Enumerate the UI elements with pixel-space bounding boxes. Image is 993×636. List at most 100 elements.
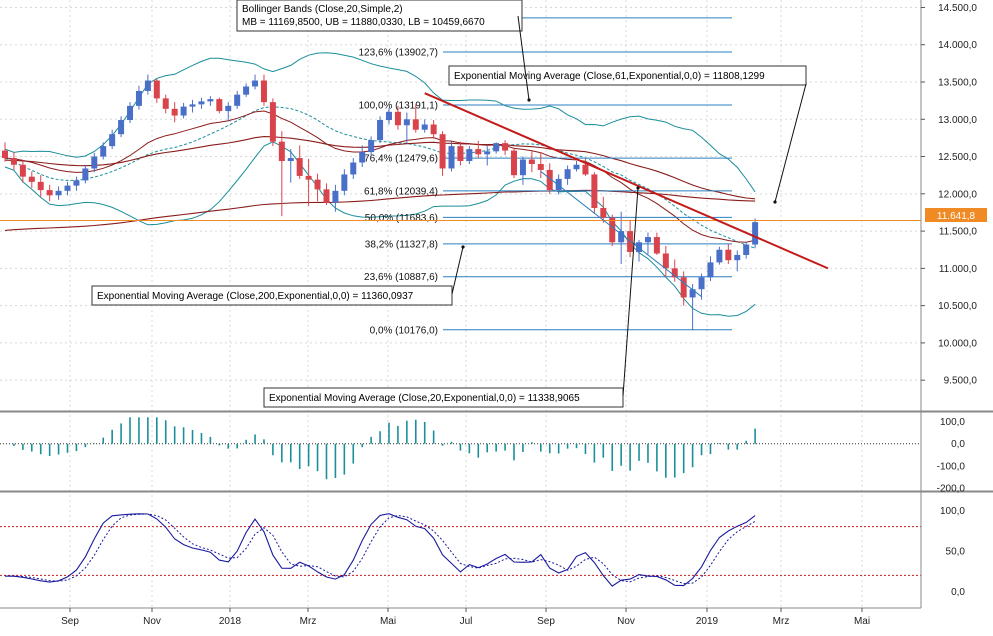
ema61-connector-dot bbox=[773, 200, 777, 204]
candle-body bbox=[243, 86, 250, 95]
candle-body bbox=[662, 253, 669, 269]
fib-level-label: 23,6% (10887,6) bbox=[364, 272, 438, 283]
x-tick-label: Mrz bbox=[300, 616, 317, 627]
panel-frame bbox=[0, 414, 921, 490]
candle-body bbox=[707, 262, 714, 278]
candle-body bbox=[519, 159, 526, 176]
stochastic-k-line bbox=[4, 513, 756, 587]
candle-body bbox=[189, 104, 196, 107]
oscillator-panel bbox=[0, 417, 921, 480]
price-tick-label: 13.000,0 bbox=[938, 115, 977, 126]
fib-level-label: 0,0% (10176,0) bbox=[370, 325, 438, 336]
price-tick-label: 14.500,0 bbox=[938, 3, 977, 14]
candle-body bbox=[403, 119, 410, 126]
candle-body bbox=[591, 174, 598, 208]
price-tick-label: 14.000,0 bbox=[938, 40, 977, 51]
price-tick-label: 12.000,0 bbox=[938, 189, 977, 200]
ema61-connector bbox=[774, 83, 807, 203]
candle-body bbox=[752, 222, 759, 245]
price-tick-label: 12.500,0 bbox=[938, 152, 977, 163]
candle-body bbox=[618, 231, 625, 243]
ema20-annotation-box[interactable] bbox=[263, 387, 624, 408]
ema20-connector bbox=[622, 187, 639, 397]
candle-body bbox=[10, 158, 17, 165]
candle-body bbox=[91, 156, 98, 169]
annotations: Bollinger Bands (Close,20,Simple,2) MB =… bbox=[91, 0, 807, 408]
ema20-annotation-text: Exponential Moving Average (Close,20,Exp… bbox=[269, 393, 580, 404]
candle-body bbox=[546, 169, 553, 191]
price-tick-label: 10.000,0 bbox=[938, 338, 977, 349]
candle-body bbox=[689, 289, 696, 298]
price-tick-label: 11.000,0 bbox=[939, 264, 978, 275]
ema61-line bbox=[4, 136, 756, 200]
bollinger-annotation-box[interactable] bbox=[236, 0, 523, 32]
candle-body bbox=[484, 151, 491, 155]
price-tick-label: 11.500,0 bbox=[939, 227, 978, 238]
stochastic-tick-label: 50,0 bbox=[946, 547, 966, 558]
candle-body bbox=[162, 98, 169, 109]
price-tick-label: 9.500,0 bbox=[944, 376, 978, 387]
x-tick-label: 2019 bbox=[696, 616, 719, 627]
ema200-connector-dot bbox=[461, 245, 465, 249]
candle-body bbox=[82, 168, 89, 181]
support-channel-line bbox=[540, 171, 702, 298]
candle-body bbox=[278, 141, 285, 162]
ema200-annotation-box[interactable] bbox=[91, 285, 453, 306]
bollinger-connector bbox=[517, 15, 530, 101]
x-tick-label: Mai bbox=[380, 616, 396, 627]
candle-body bbox=[466, 149, 473, 162]
x-tick-label: Mrz bbox=[773, 616, 790, 627]
stochastic-panel bbox=[0, 513, 921, 587]
candle-body bbox=[153, 80, 160, 99]
oscillator-tick-label: -100,0 bbox=[937, 461, 966, 472]
candle-body bbox=[135, 90, 142, 106]
candle-body bbox=[73, 180, 80, 186]
ema200-connector bbox=[451, 246, 464, 295]
ema200-annotation-text: Exponential Moving Average (Close,200,Ex… bbox=[97, 291, 414, 302]
candle-body bbox=[260, 80, 267, 103]
candle-body bbox=[457, 146, 464, 162]
oscillator-tick-label: -200,0 bbox=[937, 483, 966, 494]
panel-frame bbox=[0, 494, 921, 608]
candle-body bbox=[493, 143, 500, 152]
candle-body bbox=[743, 244, 750, 255]
resistance-trendline bbox=[424, 92, 829, 270]
candle-body bbox=[314, 179, 321, 190]
candle-body bbox=[609, 217, 616, 243]
fib-level-label: 123,6% (13902,7) bbox=[358, 47, 438, 58]
candle-body bbox=[350, 162, 357, 175]
candle-body bbox=[305, 175, 312, 180]
candle-body bbox=[252, 80, 259, 87]
candle-body bbox=[100, 146, 107, 157]
ema61-annotation-box[interactable] bbox=[448, 65, 807, 86]
candle-body bbox=[198, 101, 205, 105]
candle-body bbox=[698, 277, 705, 290]
candle-body bbox=[430, 124, 437, 135]
candle-body bbox=[385, 111, 392, 121]
candle-body bbox=[180, 106, 187, 116]
x-tick-label: Jul bbox=[460, 616, 473, 627]
candle-body bbox=[55, 190, 62, 196]
candle-body bbox=[600, 207, 607, 218]
candle-body bbox=[46, 190, 53, 196]
current-price-label: 11.641,8 bbox=[937, 211, 976, 222]
candle-body bbox=[636, 242, 643, 252]
candle-body bbox=[671, 268, 678, 278]
candle-body bbox=[653, 237, 660, 254]
candle-body bbox=[2, 150, 8, 159]
x-tick-label: 2018 bbox=[219, 616, 242, 627]
moving-averages bbox=[4, 110, 756, 243]
candle-body bbox=[511, 150, 518, 176]
ema61-annotation-text: Exponential Moving Average (Close,61,Exp… bbox=[454, 71, 765, 82]
candle-body bbox=[109, 134, 116, 147]
current-price-badge bbox=[925, 208, 987, 222]
candle-body bbox=[341, 174, 348, 191]
fib-level-label: 61,8% (12039,4) bbox=[364, 186, 438, 197]
candle-body bbox=[296, 158, 303, 176]
bollinger-connector-dot bbox=[527, 98, 531, 102]
candle-body bbox=[323, 189, 330, 203]
fib-level-label: 50,0% (11683,6) bbox=[365, 213, 438, 224]
x-tick-label: Nov bbox=[143, 616, 161, 627]
candle-body bbox=[394, 111, 401, 126]
bollinger-annotation-line2: MB = 11169,8500, UB = 11880,0330, LB = 1… bbox=[242, 17, 485, 28]
